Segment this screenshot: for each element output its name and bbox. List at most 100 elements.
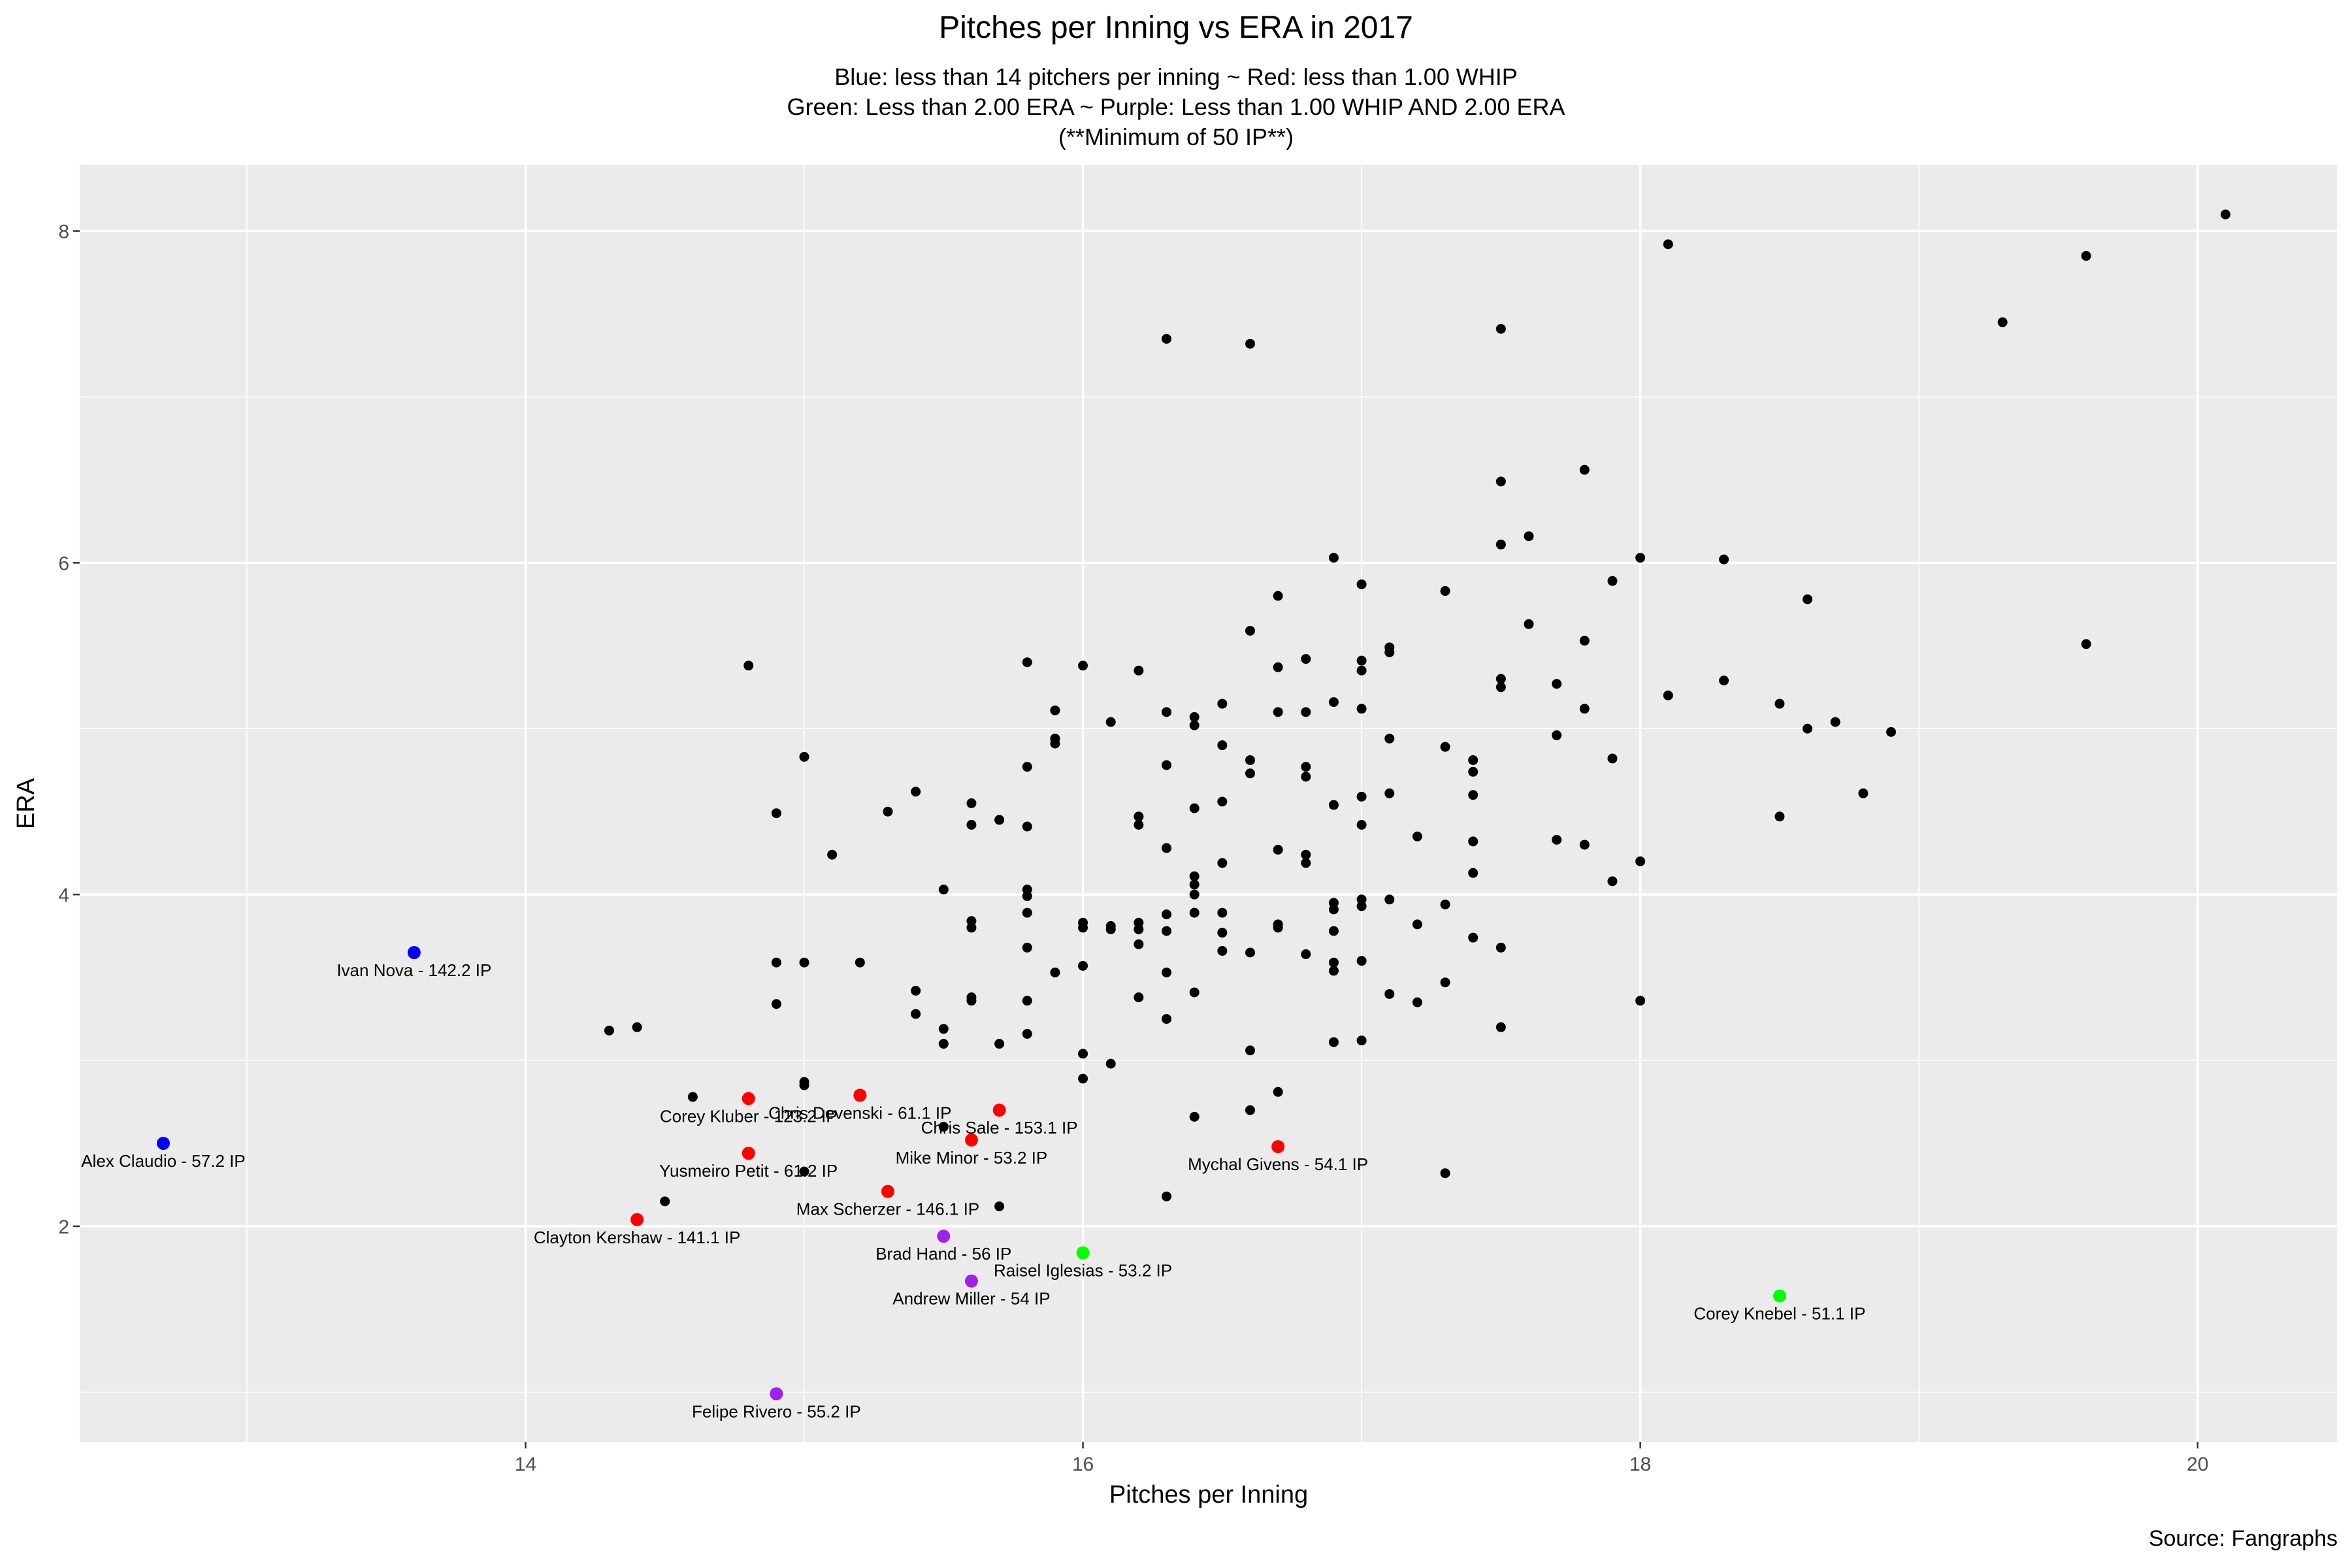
y-axis-title: ERA bbox=[12, 777, 40, 829]
data-point bbox=[1635, 553, 1646, 563]
data-point bbox=[1719, 554, 1729, 564]
data-point bbox=[1134, 811, 1144, 822]
data-point bbox=[1663, 239, 1673, 250]
point-label: Ivan Nova - 142.2 IP bbox=[336, 960, 491, 980]
data-point bbox=[1524, 619, 1534, 629]
data-point bbox=[1356, 956, 1367, 966]
highlighted-point bbox=[1772, 1289, 1786, 1303]
highlighted-point bbox=[1271, 1140, 1285, 1154]
data-points bbox=[156, 209, 2230, 1401]
y-tick-label: 4 bbox=[58, 885, 69, 906]
data-point bbox=[1356, 579, 1367, 589]
chart-title: Pitches per Inning vs ERA in 2017 bbox=[939, 10, 1413, 45]
data-point bbox=[1886, 727, 1897, 737]
highlighted-point bbox=[853, 1088, 867, 1102]
data-point bbox=[966, 798, 977, 808]
data-point bbox=[1217, 858, 1228, 868]
data-point bbox=[1050, 705, 1060, 715]
data-point bbox=[966, 820, 977, 830]
data-point bbox=[1495, 682, 1506, 693]
data-point bbox=[1273, 707, 1283, 717]
data-point bbox=[1328, 800, 1339, 810]
data-point bbox=[855, 957, 865, 968]
chart-subtitle-line-1: Blue: less than 14 pitchers per inning ~… bbox=[834, 63, 1518, 90]
data-point bbox=[1328, 904, 1339, 915]
data-point bbox=[1022, 762, 1032, 772]
data-point bbox=[1273, 1086, 1283, 1097]
data-point bbox=[1328, 697, 1339, 708]
highlighted-point bbox=[630, 1213, 644, 1226]
y-tick-label: 6 bbox=[58, 553, 69, 574]
data-point bbox=[1552, 679, 1562, 689]
chart-caption: Source: Fangraphs bbox=[2149, 1526, 2338, 1551]
data-point bbox=[1162, 760, 1172, 770]
y-tick-label: 8 bbox=[58, 221, 69, 243]
highlighted-point bbox=[742, 1092, 755, 1105]
highlighted-point bbox=[992, 1103, 1006, 1117]
data-point bbox=[1105, 717, 1116, 727]
point-label: Max Scherzer - 146.1 IP bbox=[796, 1200, 979, 1219]
data-point bbox=[1301, 849, 1311, 860]
data-point bbox=[2081, 639, 2091, 649]
data-point bbox=[1552, 730, 1562, 740]
data-point bbox=[1774, 811, 1785, 822]
data-point bbox=[1384, 788, 1395, 798]
data-point bbox=[1189, 889, 1200, 900]
data-point bbox=[1162, 967, 1172, 977]
data-point bbox=[1189, 987, 1200, 998]
data-point bbox=[1328, 957, 1339, 968]
data-point bbox=[1217, 740, 1228, 751]
data-point bbox=[1328, 553, 1339, 563]
data-point bbox=[1134, 939, 1144, 949]
data-point bbox=[966, 996, 977, 1006]
chart-subtitle-line-2: Green: Less than 2.00 ERA ~ Purple: Less… bbox=[787, 93, 1565, 120]
x-axis-title: Pitches per Inning bbox=[1109, 1481, 1308, 1509]
data-point bbox=[1022, 1028, 1032, 1039]
data-point bbox=[1328, 1037, 1339, 1047]
data-point bbox=[1579, 465, 1590, 475]
data-point bbox=[1495, 539, 1506, 549]
data-point bbox=[1134, 924, 1144, 934]
data-point bbox=[1273, 923, 1283, 933]
data-point bbox=[632, 1022, 642, 1032]
point-label: Felipe Rivero - 55.2 IP bbox=[692, 1401, 861, 1421]
data-point bbox=[1050, 738, 1060, 749]
data-point bbox=[1579, 636, 1590, 646]
x-tick-label: 20 bbox=[2187, 1454, 2208, 1475]
data-point bbox=[1495, 1022, 1506, 1032]
highlighted-point bbox=[964, 1274, 978, 1288]
highlighted-point bbox=[770, 1387, 783, 1401]
data-point bbox=[1468, 932, 1478, 943]
point-label: Alex Claudio - 57.2 IP bbox=[81, 1151, 245, 1171]
chart-subtitle-line-3: (**Minimum of 50 IP**) bbox=[1058, 123, 1294, 150]
point-label: Brad Hand - 56 IP bbox=[875, 1244, 1011, 1264]
data-point bbox=[1189, 711, 1200, 722]
data-point bbox=[1189, 879, 1200, 890]
data-point bbox=[1468, 755, 1478, 765]
data-point bbox=[1273, 662, 1283, 672]
data-point bbox=[687, 1092, 698, 1102]
data-point bbox=[1495, 476, 1506, 487]
data-point bbox=[1607, 576, 1618, 586]
data-point bbox=[1607, 753, 1618, 764]
data-point bbox=[1607, 876, 1618, 887]
data-point bbox=[1356, 704, 1367, 714]
data-point bbox=[1440, 899, 1450, 909]
highlighted-point bbox=[964, 1133, 978, 1147]
data-point bbox=[799, 1080, 809, 1090]
data-point bbox=[1078, 960, 1088, 971]
data-point bbox=[1134, 820, 1144, 830]
data-point bbox=[1245, 1045, 1255, 1056]
data-point bbox=[938, 1024, 949, 1034]
point-label: Yusmeiro Petit - 61.2 IP bbox=[659, 1161, 838, 1181]
data-point bbox=[1468, 836, 1478, 847]
axis-ticks: 14 16 18 20 2 4 6 8 bbox=[58, 221, 2208, 1475]
data-point bbox=[1301, 949, 1311, 960]
data-point bbox=[1328, 966, 1339, 976]
point-label: Chris Sale - 153.1 IP bbox=[921, 1118, 1078, 1137]
data-point bbox=[1356, 1036, 1367, 1046]
x-tick-label: 14 bbox=[515, 1454, 536, 1475]
data-point bbox=[1719, 676, 1729, 686]
data-point bbox=[1189, 803, 1200, 813]
